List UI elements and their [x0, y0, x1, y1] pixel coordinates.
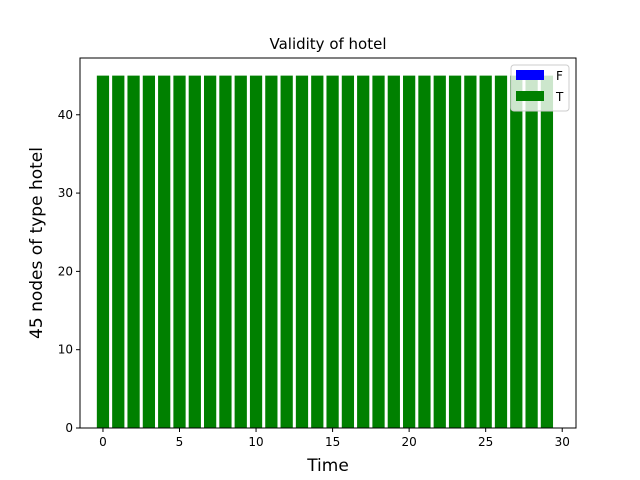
bar-T-11 [265, 75, 278, 428]
y-tick-label: 10 [58, 343, 73, 357]
bar-T-9 [234, 75, 247, 428]
bar-T-21 [418, 75, 431, 428]
bar-T-28 [525, 75, 538, 428]
legend-label-T: T [555, 90, 564, 104]
y-tick-label: 30 [58, 186, 73, 200]
x-tick-label: 30 [555, 435, 570, 449]
y-axis-label: 45 nodes of type hotel [27, 147, 47, 339]
bar-T-6 [188, 75, 201, 428]
bar-T-15 [326, 75, 339, 428]
bar-T-12 [280, 75, 293, 428]
y-tick-label: 20 [58, 264, 73, 278]
bar-T-0 [96, 75, 110, 428]
x-tick-label: 25 [478, 435, 493, 449]
x-tick-label: 10 [248, 435, 263, 449]
legend-swatch-F [516, 70, 544, 80]
bar-T-7 [204, 75, 217, 428]
y-axis-ticks: 0 10 20 30 40 [58, 108, 80, 435]
legend-label-F: F [556, 69, 563, 83]
bar-T-14 [311, 75, 324, 428]
bar-T-24 [464, 75, 477, 428]
bar-T-17 [357, 75, 370, 428]
bar-T-27 [510, 75, 523, 428]
bar-T-20 [403, 75, 416, 428]
x-tick-label: 0 [99, 435, 107, 449]
legend-swatch-T [516, 91, 544, 101]
plot-frame [79, 57, 577, 429]
chart-title: Validity of hotel [269, 35, 386, 53]
bars [96, 75, 554, 428]
legend: FT [510, 64, 570, 112]
x-tick-label: 15 [325, 435, 340, 449]
bar-T-2 [127, 75, 140, 428]
bar-T-22 [433, 75, 446, 428]
bar-T-23 [448, 75, 462, 428]
bar-T-1 [112, 75, 125, 428]
x-tick-label: 20 [401, 435, 416, 449]
bar-T-25 [479, 75, 492, 428]
bar-T-29 [540, 75, 554, 428]
bar-T-3 [142, 75, 156, 428]
bar-T-19 [387, 75, 400, 428]
bar-T-16 [341, 75, 355, 428]
bar-T-5 [173, 75, 186, 428]
x-tick-label: 5 [176, 435, 184, 449]
y-tick-label: 40 [58, 108, 73, 122]
x-axis-ticks: 0 5 10 15 20 25 30 [99, 428, 570, 449]
bar-T-10 [249, 75, 263, 428]
bar-T-18 [372, 75, 385, 428]
bar-T-8 [219, 75, 232, 428]
bar-T-26 [494, 75, 508, 428]
bar-T-4 [158, 75, 171, 428]
y-tick-label: 0 [65, 421, 73, 435]
x-axis-label: Time [306, 456, 349, 476]
bar-T-13 [295, 75, 309, 428]
